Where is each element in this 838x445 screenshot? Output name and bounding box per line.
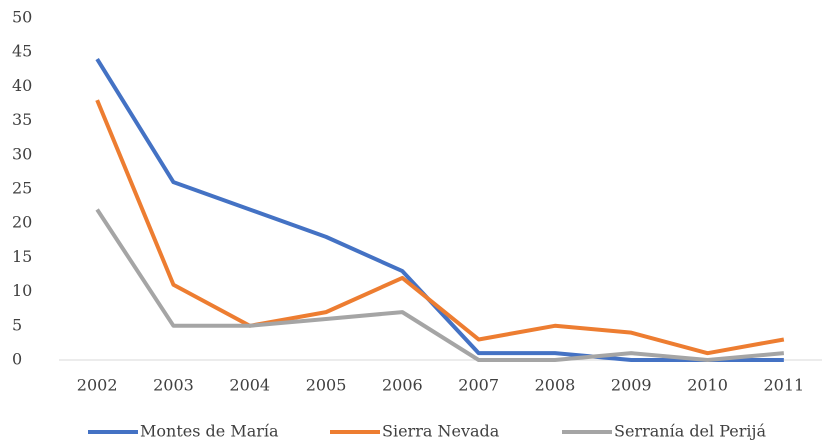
- y-tick-label: 40: [12, 76, 32, 95]
- y-tick-label: 10: [12, 281, 32, 300]
- legend-label: Serranía del Perijá: [614, 422, 766, 441]
- x-tick-label: 2002: [77, 376, 118, 395]
- y-tick-label: 0: [12, 350, 22, 369]
- y-tick-label: 45: [12, 42, 32, 61]
- legend-label: Montes de María: [140, 422, 279, 441]
- legend-label: Sierra Nevada: [382, 422, 500, 441]
- y-tick-label: 20: [12, 213, 32, 232]
- x-tick-label: 2010: [687, 376, 728, 395]
- series-line: [95, 57, 784, 362]
- y-tick-label: 35: [12, 110, 32, 129]
- x-tick-label: 2008: [535, 376, 576, 395]
- y-tick-label: 15: [12, 247, 32, 266]
- y-tick-label: 50: [12, 8, 32, 27]
- y-tick-label: 30: [12, 144, 32, 163]
- x-tick-label: 2005: [306, 376, 347, 395]
- x-tick-label: 2006: [382, 376, 423, 395]
- series-line: [95, 99, 785, 356]
- series-line: [95, 208, 785, 362]
- y-tick-label: 25: [12, 179, 32, 198]
- x-tick-label: 2011: [763, 376, 804, 395]
- x-tick-label: 2003: [153, 376, 194, 395]
- y-tick-label: 5: [12, 315, 22, 334]
- x-tick-label: 2009: [611, 376, 652, 395]
- x-tick-label: 2007: [458, 376, 499, 395]
- x-tick-label: 2004: [229, 376, 270, 395]
